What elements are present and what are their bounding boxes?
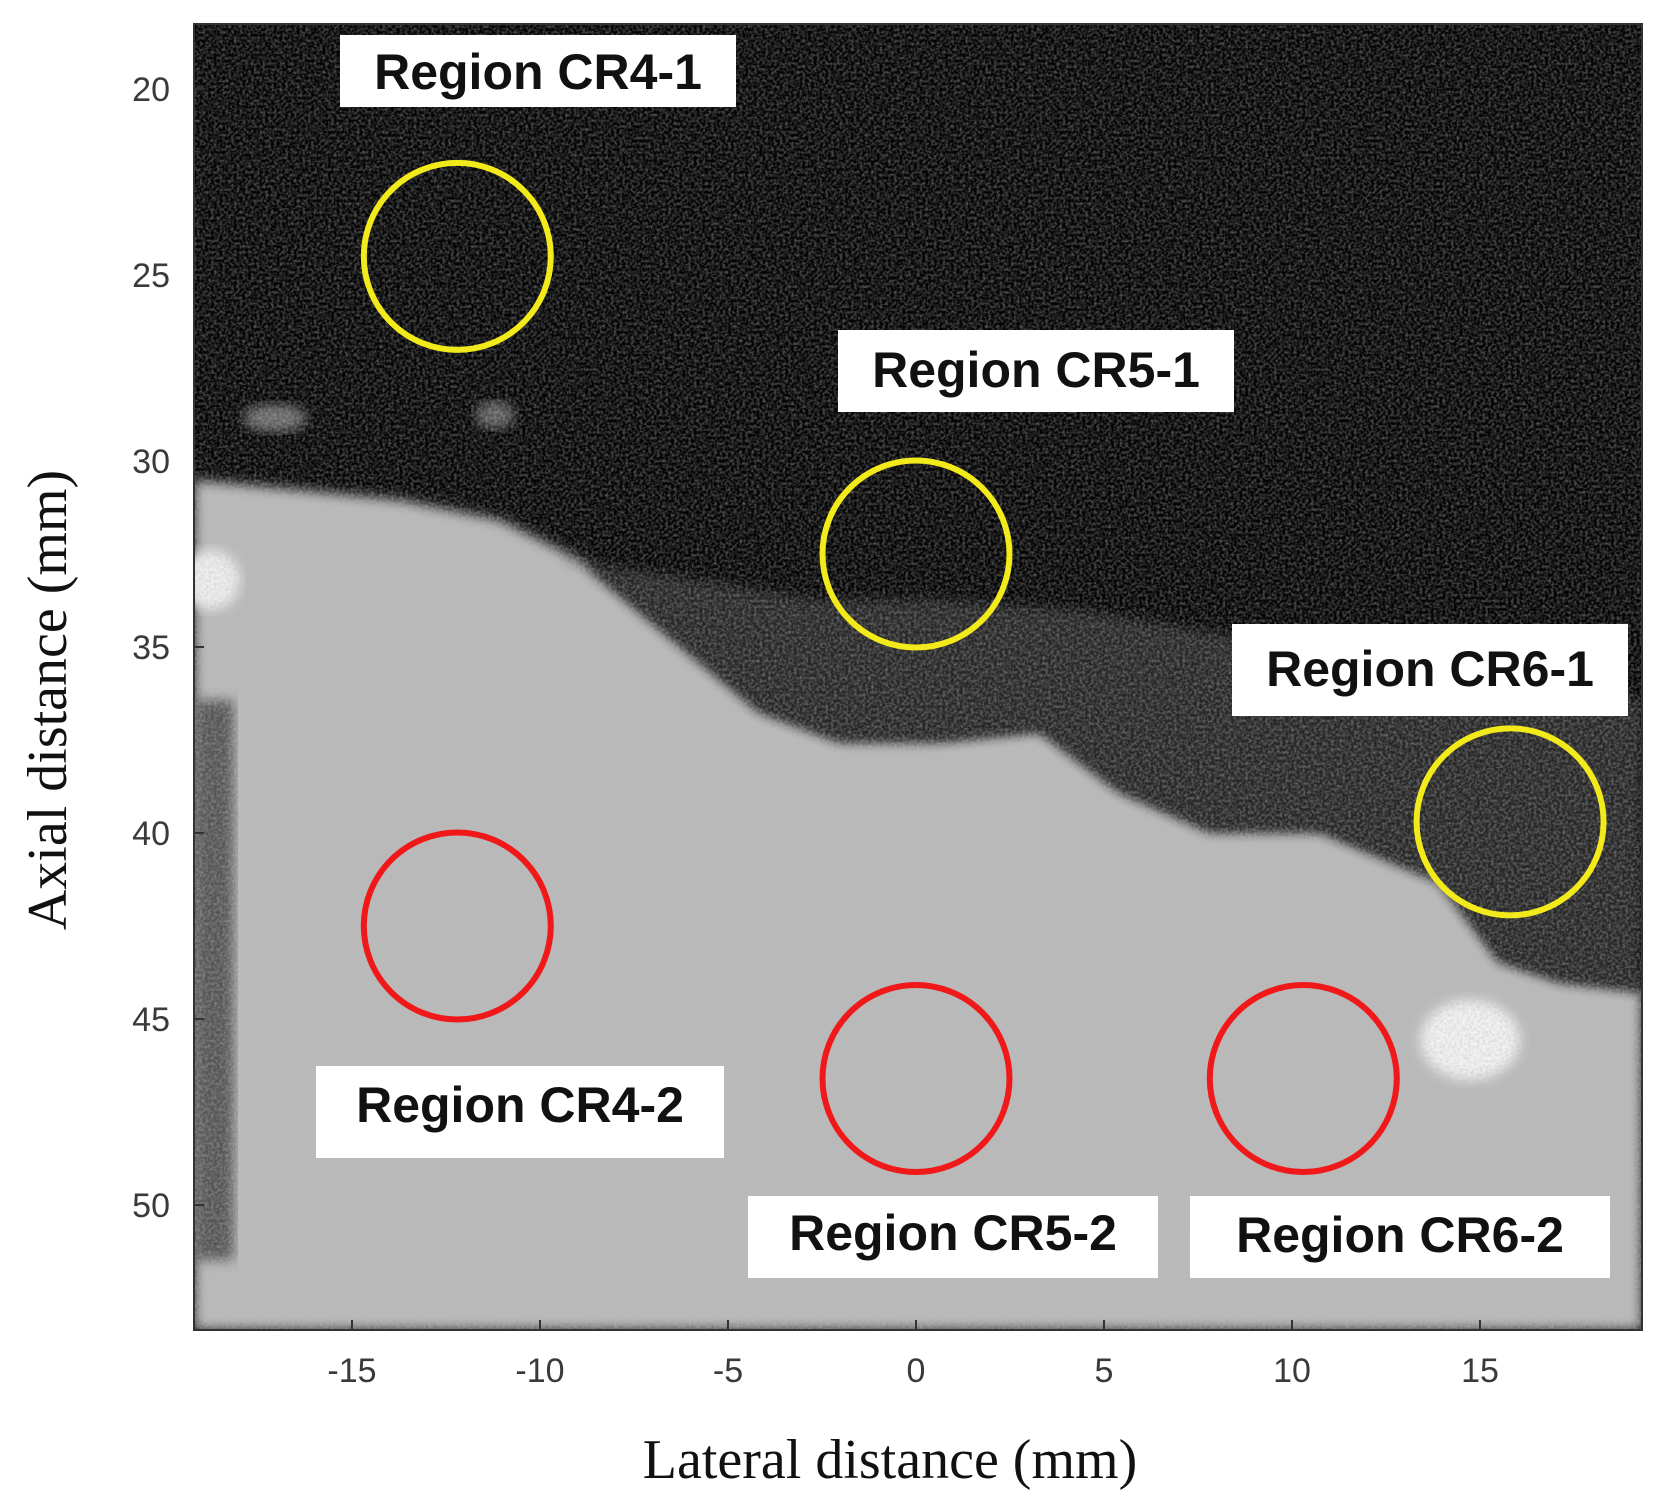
region-label-cr6-2: Region CR6-2 <box>1190 1196 1610 1278</box>
region-label-text: Region CR6-1 <box>1266 641 1594 697</box>
y-tick-label: 35 <box>132 629 170 667</box>
x-tick-label: -10 <box>515 1352 564 1390</box>
y-axis-label: Axial distance (mm) <box>17 470 79 930</box>
x-tick-label: 0 <box>907 1352 926 1390</box>
region-label-text: Region CR5-1 <box>872 342 1200 398</box>
region-circle-cr4-1 <box>360 159 554 353</box>
y-tick-label: 30 <box>132 443 170 481</box>
region-labels: Region CR4-1 Region CR5-1 Region CR6-1 R… <box>316 35 1628 1278</box>
x-axis-label: Lateral distance (mm) <box>643 1429 1137 1491</box>
y-tick-label: 20 <box>132 71 170 109</box>
y-tick-label: 50 <box>132 1187 170 1225</box>
region-circle-cr6-2 <box>1206 982 1400 1176</box>
x-tick-label: 15 <box>1461 1352 1499 1390</box>
region-label-cr5-1: Region CR5-1 <box>838 330 1234 412</box>
y-tick-label: 40 <box>132 815 170 853</box>
x-tick-label: -5 <box>713 1352 743 1390</box>
region-label-text: Region CR4-1 <box>374 44 702 100</box>
y-axis-ticks: 20 25 30 35 40 45 50 <box>132 71 204 1225</box>
plot-frame <box>193 23 1643 1331</box>
x-tick-label: 10 <box>1273 1352 1311 1390</box>
label-box <box>1190 1196 1610 1278</box>
region-label-cr5-2: Region CR5-2 <box>748 1196 1158 1278</box>
label-box <box>340 35 736 107</box>
region-label-cr4-1: Region CR4-1 <box>340 35 736 107</box>
label-box <box>748 1196 1158 1278</box>
x-axis-ticks: -15 -10 -5 0 5 10 15 <box>327 1320 1499 1390</box>
y-tick-label: 45 <box>132 1001 170 1039</box>
region-label-cr6-1: Region CR6-1 <box>1232 624 1628 716</box>
label-box <box>1232 624 1628 716</box>
x-tick-label: 5 <box>1095 1352 1114 1390</box>
label-box <box>316 1066 724 1158</box>
region-label-cr4-2: Region CR4-2 <box>316 1066 724 1158</box>
region-circle-cr5-2 <box>819 982 1013 1176</box>
region-label-text: Region CR6-2 <box>1236 1207 1564 1263</box>
label-box <box>838 330 1234 412</box>
region-circle-cr4-2 <box>360 829 554 1023</box>
region-circle-cr5-1 <box>819 457 1013 651</box>
x-tick-label: -15 <box>327 1352 376 1390</box>
region-circle-cr6-1 <box>1413 725 1607 919</box>
region-circles <box>360 159 1607 1176</box>
y-tick-label: 25 <box>132 257 170 295</box>
region-label-text: Region CR5-2 <box>789 1205 1117 1261</box>
region-label-text: Region CR4-2 <box>356 1077 684 1133</box>
